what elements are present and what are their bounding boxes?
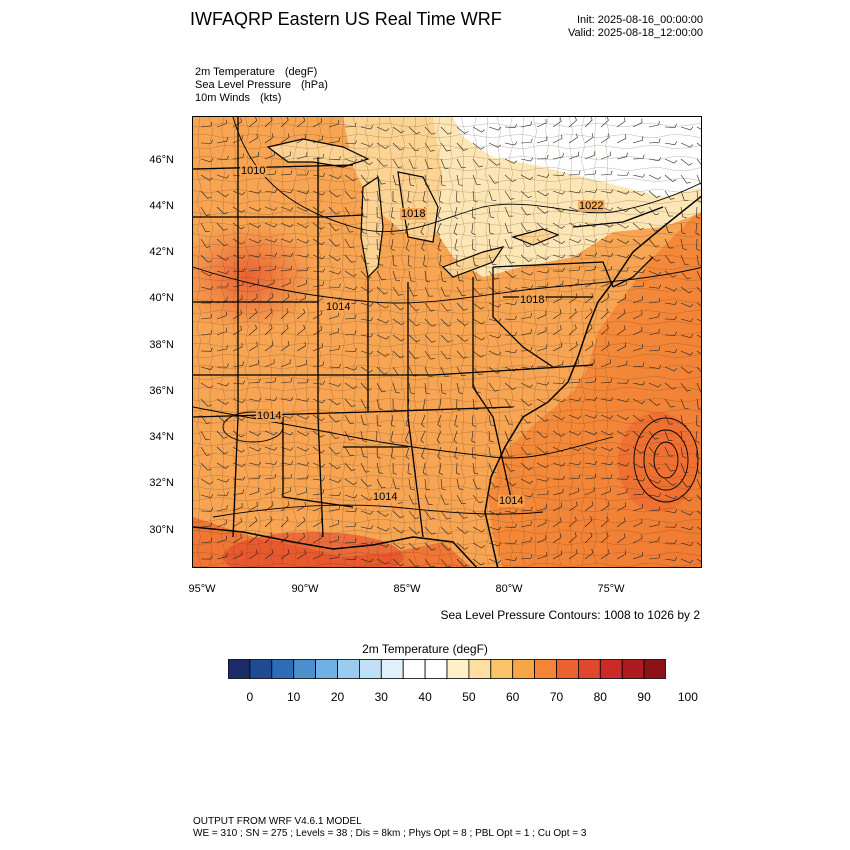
hot-spot-plains: [193, 222, 318, 332]
colorbar-swatch: [490, 659, 514, 679]
lon-label: 85°W: [393, 583, 421, 595]
pressure-label: 1014: [373, 491, 397, 503]
field-winds: 10m Winds (kts): [195, 92, 282, 104]
pressure-label: 1018: [520, 294, 544, 306]
lat-label: 44°N: [149, 200, 174, 212]
plot-title: IWFAQRP Eastern US Real Time WRF: [190, 9, 502, 29]
colorbar-swatch: [337, 659, 360, 679]
colorbar-swatch: [534, 659, 557, 679]
cold-zone-northeast: [453, 117, 701, 197]
colorbar-tick-label: 60: [506, 690, 520, 704]
colorbar-swatch: [315, 659, 338, 679]
colorbar-swatch: [380, 659, 404, 679]
colorbar-swatch: [643, 659, 666, 679]
colorbar-swatch: [621, 659, 645, 679]
weather-map: 1010 1018 1022 1014 1018 1014 1014 1014: [192, 116, 702, 568]
lat-label: 42°N: [149, 246, 174, 258]
colorbar-tick-label: 0: [246, 690, 254, 704]
colorbar-tick-label: 80: [593, 690, 607, 704]
colorbar-swatch: [358, 659, 382, 679]
colorbar-tick-label: 70: [549, 690, 564, 704]
pressure-label: 1014: [326, 301, 350, 313]
state-borders: [193, 117, 664, 538]
county-grid: [193, 117, 701, 567]
pressure-label: 1018: [401, 208, 425, 220]
colorbar-swatch: [599, 659, 623, 679]
colorbar-tick-label: 10: [287, 690, 301, 704]
valid-time: Valid: 2025-08-18_12:00:00: [568, 27, 703, 39]
colorbar-title: 2m Temperature (degF): [362, 642, 488, 656]
pressure-label: 1022: [579, 200, 603, 212]
colorbar-swatch: [293, 659, 316, 679]
lat-label: 34°N: [149, 431, 174, 443]
pressure-label: 1010: [241, 165, 265, 177]
lon-label: 75°W: [597, 583, 625, 595]
colorbar-swatch: [402, 659, 426, 679]
lake-erie: [441, 246, 505, 278]
colorbar-swatch: [512, 659, 536, 679]
lon-label: 90°W: [291, 583, 319, 595]
lat-label: 46°N: [149, 154, 174, 166]
pressure-label-group: 1010 1018 1022 1014 1018 1014 1014 1014: [240, 165, 605, 507]
lat-label: 32°N: [149, 477, 174, 489]
colorbar-tick-label: 30: [374, 690, 388, 704]
colorbar-tick-label: 90: [637, 690, 651, 704]
lat-label: 36°N: [149, 385, 174, 397]
colorbar-swatch: [556, 659, 579, 679]
warm-spot-atlantic: [618, 412, 698, 512]
lon-label: 80°W: [495, 583, 523, 595]
colorbar-swatch: [577, 659, 601, 679]
colorbar-tick-label: 100: [677, 690, 698, 704]
field-temperature: 2m Temperature (degF): [195, 66, 318, 78]
colorbar-swatch: [271, 659, 295, 679]
pressure-label: 1014: [257, 410, 281, 422]
colorbar-swatch: [249, 659, 273, 679]
colorbar-tick-label: 20: [330, 690, 345, 704]
footer-config-line: WE = 310 ; SN = 275 ; Levels = 38 ; Dis …: [193, 828, 587, 839]
lat-label: 30°N: [149, 524, 174, 536]
hot-spot-gulf: [223, 532, 403, 567]
colorbar-tick-label: 50: [462, 690, 476, 704]
colorbar-swatch: [228, 659, 251, 679]
init-time: Init: 2025-08-16_00:00:00: [577, 14, 703, 26]
colorbar-tick-label: 40: [418, 690, 432, 704]
lon-label: 95°W: [188, 583, 216, 595]
wind-barbs: [200, 117, 701, 567]
colorbar: [228, 659, 666, 679]
lat-label: 38°N: [149, 339, 174, 351]
coastline: [484, 195, 701, 567]
colorbar-swatch: [424, 659, 448, 679]
gulf-coastline: [193, 526, 478, 567]
lat-label: 40°N: [149, 292, 174, 304]
footer-model-line: OUTPUT FROM WRF V4.6.1 MODEL: [193, 816, 362, 827]
field-pressure: Sea Level Pressure (hPa): [195, 79, 328, 91]
contour-note: Sea Level Pressure Contours: 1008 to 102…: [440, 608, 701, 622]
pressure-label: 1014: [499, 495, 523, 507]
colorbar-swatch: [446, 659, 470, 679]
colorbar-swatch: [468, 659, 492, 679]
